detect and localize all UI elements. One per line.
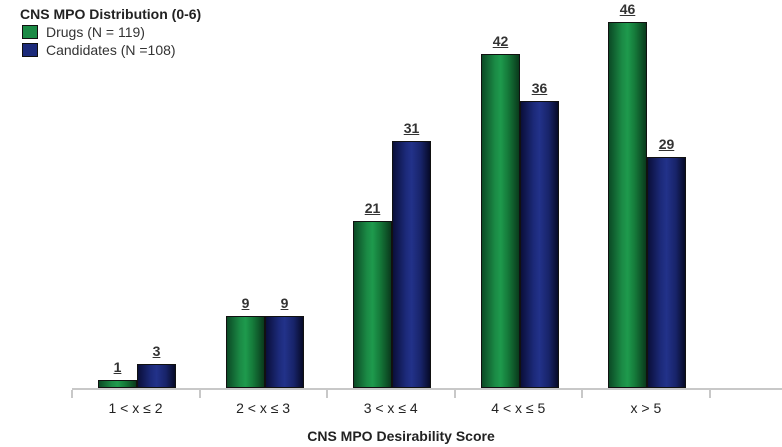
data-label-drugs: 1 [113,359,122,375]
legend-label-drugs: Drugs (N = 119) [46,24,145,40]
data-label-candidates: 31 [403,120,420,136]
x-axis-tick [198,390,201,398]
x-axis-line [72,388,782,390]
bar-candidates [647,157,686,388]
legend-title: CNS MPO Distribution (0-6) [20,6,202,22]
data-label-candidates: 3 [152,343,161,359]
x-axis-tick [71,390,73,398]
x-axis-label: CNS MPO Desirability Score [307,428,495,444]
chart-legend: CNS MPO Distribution (0-6) Drugs (N = 11… [20,6,201,59]
bar-drugs [226,316,265,388]
legend-label-candidates: Candidates (N =108) [46,42,176,58]
legend-swatch-candidates [22,43,38,57]
data-label-drugs: 9 [241,295,250,311]
x-tick-label: x > 5 [630,400,662,416]
data-label-candidates: 36 [531,80,548,96]
data-label-candidates: 29 [658,136,675,152]
legend-item-candidates: Candidates (N =108) [20,41,201,59]
data-label-drugs: 21 [364,200,381,216]
data-label-candidates: 9 [280,295,289,311]
bar-candidates [392,141,431,388]
data-label-drugs: 42 [492,33,509,49]
legend-item-drugs: Drugs (N = 119) [20,23,201,41]
x-axis-tick [581,390,584,398]
bar-candidates [520,101,559,388]
bar-drugs [98,380,137,388]
x-tick-label: 2 < x ≤ 3 [236,400,291,416]
x-tick-label: 4 < x ≤ 5 [491,400,546,416]
x-axis-tick [326,390,329,398]
data-label-drugs: 46 [619,1,636,17]
legend-swatch-drugs [22,25,38,39]
bar-candidates [137,364,176,388]
bar-drugs [608,22,647,388]
bar-drugs [481,54,520,388]
x-axis-tick [453,390,456,398]
bar-candidates [265,316,304,388]
x-axis-tick [709,390,711,398]
bar-drugs [353,221,392,388]
x-tick-label: 1 < x ≤ 2 [108,400,163,416]
x-tick-label: 3 < x ≤ 4 [363,400,418,416]
